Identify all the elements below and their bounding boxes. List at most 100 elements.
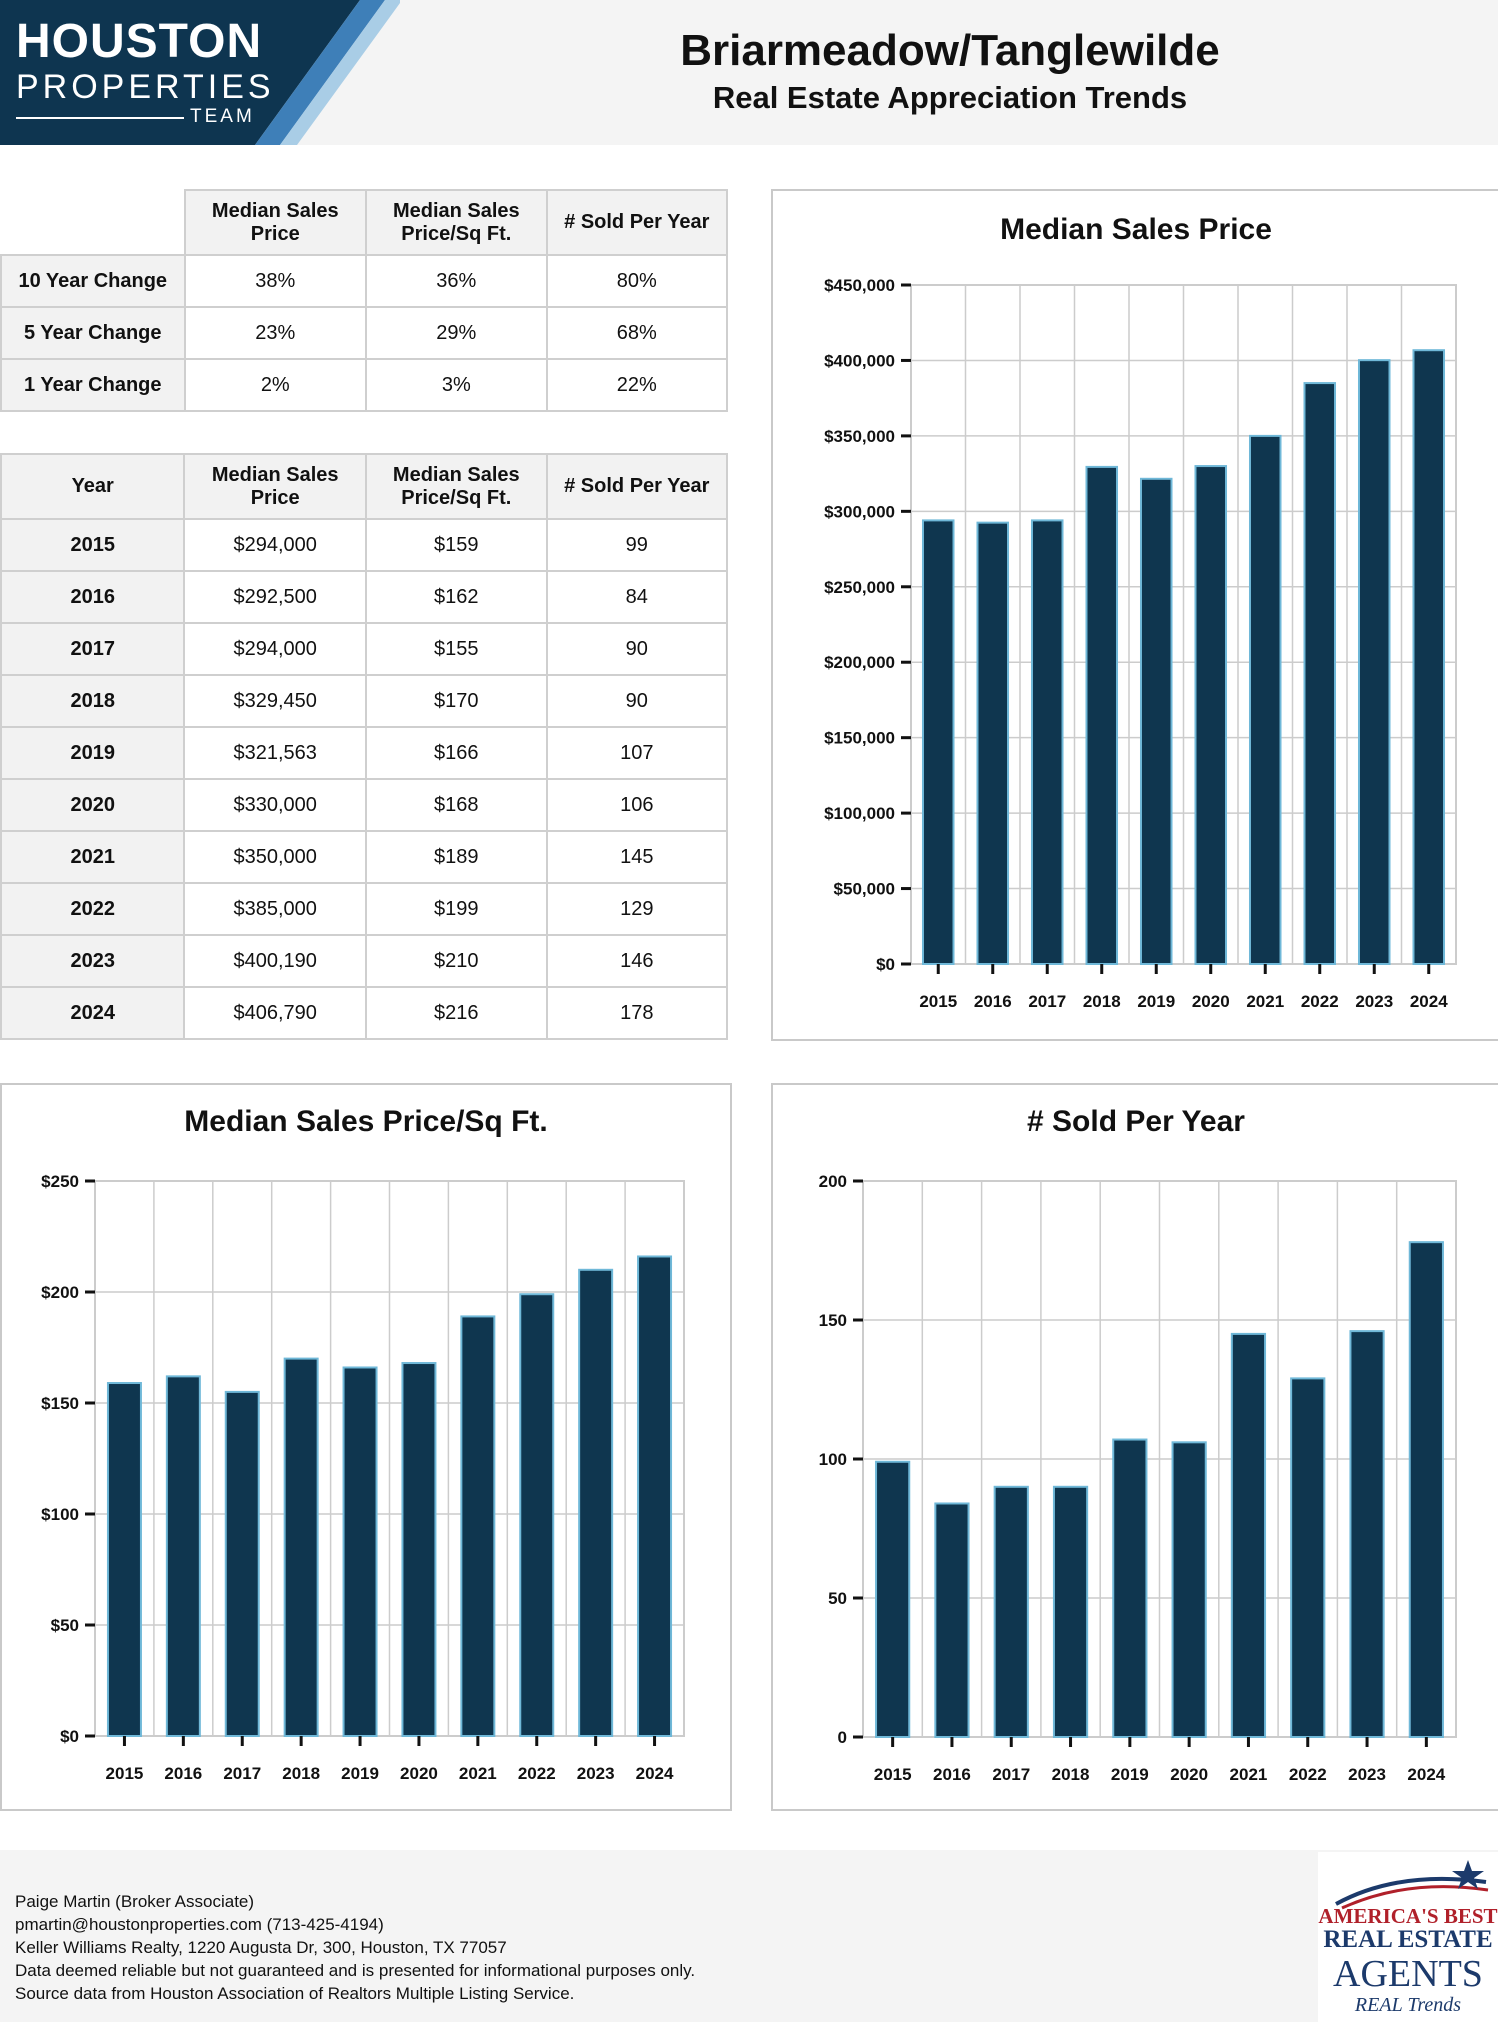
x-tick-label: 2015 <box>106 1764 144 1783</box>
y-tick-label: $100,000 <box>824 804 895 823</box>
table-row: 2024 $406,790 $216 178 <box>0 986 729 1040</box>
header-text: Price <box>250 486 300 509</box>
table-cell: 38% <box>183 254 368 308</box>
price-cell: $292,500 <box>183 570 367 624</box>
table-cell: 23% <box>183 306 368 360</box>
median-sales-price-chart: Median Sales Price $0 $50,000 $100,000 $150,… <box>771 189 1498 1041</box>
logo-rule <box>16 117 184 119</box>
price-cell: $406,790 <box>183 986 367 1040</box>
header: HOUSTON PROPERTIES TEAM Briarmeadow/Tang… <box>0 0 1498 145</box>
year-cell: 2020 <box>0 778 186 832</box>
y-tick-label: $450,000 <box>824 276 895 295</box>
header-text: Median Sales <box>211 463 339 486</box>
logo-graphic <box>0 0 400 145</box>
year-table-body: 2015 $294,000 $159 99 2016 $292,500 $162 84 2017… <box>0 518 729 1040</box>
x-tick-label: 2022 <box>1301 992 1339 1011</box>
blank-corner <box>1 190 186 256</box>
y-tick-label: $200,000 <box>824 653 895 672</box>
sold-cell: 178 <box>545 986 729 1040</box>
price-per-sqft-cell: $166 <box>364 726 548 780</box>
bar-2024 <box>637 1255 673 1737</box>
x-tick-label: 2021 <box>459 1764 497 1783</box>
bar-2015 <box>921 519 955 965</box>
year-cell: 2021 <box>0 830 186 884</box>
bar-2016 <box>165 1375 201 1737</box>
bar-2023 <box>578 1268 614 1738</box>
y-tick-label: 100 <box>819 1450 847 1469</box>
year-cell: 2023 <box>0 934 186 988</box>
y-tick-label: $0 <box>60 1727 79 1746</box>
badge-line3: AGENTS <box>1333 1953 1483 1995</box>
chart-title: Median Sales Price <box>1000 213 1272 246</box>
sold-cell: 146 <box>545 934 729 988</box>
price-per-sqft-cell: $159 <box>364 518 548 572</box>
column-header: Median Sales Price <box>183 189 368 256</box>
price-per-sqft-chart: Median Sales Price/Sq Ft. $0 $50 $100 $150 $2… <box>0 1083 732 1811</box>
price-per-sqft-cell: $189 <box>364 830 548 884</box>
y-tick-label: 150 <box>819 1311 847 1330</box>
year-cell: 2022 <box>0 882 186 936</box>
y-tick-label: $350,000 <box>824 427 895 446</box>
header-text: Median Sales <box>392 463 520 486</box>
bar-2015 <box>106 1382 142 1737</box>
bar-2018 <box>1085 465 1119 965</box>
x-tick-label: 2020 <box>400 1764 438 1783</box>
y-tick-label: $200 <box>41 1283 79 1302</box>
price-cell: $350,000 <box>183 830 367 884</box>
x-tick-label: 2019 <box>1137 992 1175 1011</box>
table-row: 1 Year Change 2% 3% 22% <box>0 358 729 412</box>
column-header: Median Sales Price/Sq Ft. <box>364 453 548 520</box>
bar-2016 <box>934 1502 970 1739</box>
bar-2023 <box>1357 359 1391 965</box>
x-tick-label: 2016 <box>164 1764 202 1783</box>
footer-contact: Paige Martin (Broker Associate) pmartin@… <box>15 1890 695 2005</box>
agent-name: Paige Martin (Broker Associate) <box>15 1892 255 1911</box>
bar-2017 <box>224 1390 260 1737</box>
price-per-sqft-chart-svg: Median Sales Price/Sq Ft. $0 $50 $100 $150 $2… <box>41 1105 685 1783</box>
data-source: Source data from Houston Association of … <box>15 1984 575 2003</box>
price-per-sqft-cell: $170 <box>364 674 548 728</box>
x-tick-label: 2022 <box>1289 1765 1327 1784</box>
page-subtitle: Real Estate Appreciation Trends <box>712 80 1188 115</box>
x-tick-label: 2015 <box>919 992 957 1011</box>
row-label: 10 Year Change <box>0 254 186 308</box>
year-cell: 2016 <box>0 570 186 624</box>
x-tick-label: 2019 <box>341 1764 379 1783</box>
year-table-header-row: Year Median Sales Price Median Sales Price… <box>0 453 729 520</box>
x-tick-label: 2020 <box>1170 1765 1208 1784</box>
table-cell: 29% <box>365 306 548 360</box>
table-row: 2020 $330,000 $168 106 <box>0 778 729 832</box>
logo-line3: TEAM <box>190 106 255 127</box>
bar-2022 <box>1303 382 1337 966</box>
x-tick-label: 2017 <box>1028 992 1066 1011</box>
sold-per-year-chart: # Sold Per Year 0 50 100 150 200 2015 2016 2017 2… <box>771 1083 1498 1811</box>
y-tick-label: $300,000 <box>824 502 895 521</box>
column-header: # Sold Per Year <box>545 453 729 520</box>
x-tick-label: 2015 <box>874 1765 912 1784</box>
bar-2024 <box>1412 349 1446 965</box>
brokerage-address: Keller Williams Realty, 1220 Augusta Dr,… <box>15 1938 507 1957</box>
y-tick-label: $50 <box>51 1616 79 1635</box>
x-tick-label: 2023 <box>1355 992 1393 1011</box>
table-cell: 22% <box>545 358 729 412</box>
price-cell: $385,000 <box>183 882 367 936</box>
price-per-sqft-cell: $168 <box>364 778 548 832</box>
y-tick-label: $150 <box>41 1394 79 1413</box>
star-swoosh-icon <box>1335 1860 1489 1910</box>
sold-cell: 106 <box>545 778 729 832</box>
bar-2016 <box>976 521 1010 965</box>
price-per-sqft-cell: $155 <box>364 622 548 676</box>
logo-line2: PROPERTIES <box>16 68 275 106</box>
bar-2017 <box>1030 519 1064 965</box>
price-cell: $400,190 <box>183 934 367 988</box>
header-text: # Sold Per Year <box>564 475 710 497</box>
price-per-sqft-cell: $199 <box>364 882 548 936</box>
table-row: 10 Year Change 38% 36% 80% <box>0 254 729 308</box>
table-row: 5 Year Change 23% 29% 68% <box>0 306 729 360</box>
y-tick-label: 50 <box>828 1589 847 1608</box>
americas-best-badge: AMERICA'S BEST REAL ESTATE AGENTS REAL T… <box>1318 1852 1498 2022</box>
bar-2023 <box>1349 1330 1385 1738</box>
bar-2021 <box>460 1315 496 1737</box>
x-tick-label: 2018 <box>1083 992 1121 1011</box>
x-tick-label: 2024 <box>1410 992 1448 1011</box>
